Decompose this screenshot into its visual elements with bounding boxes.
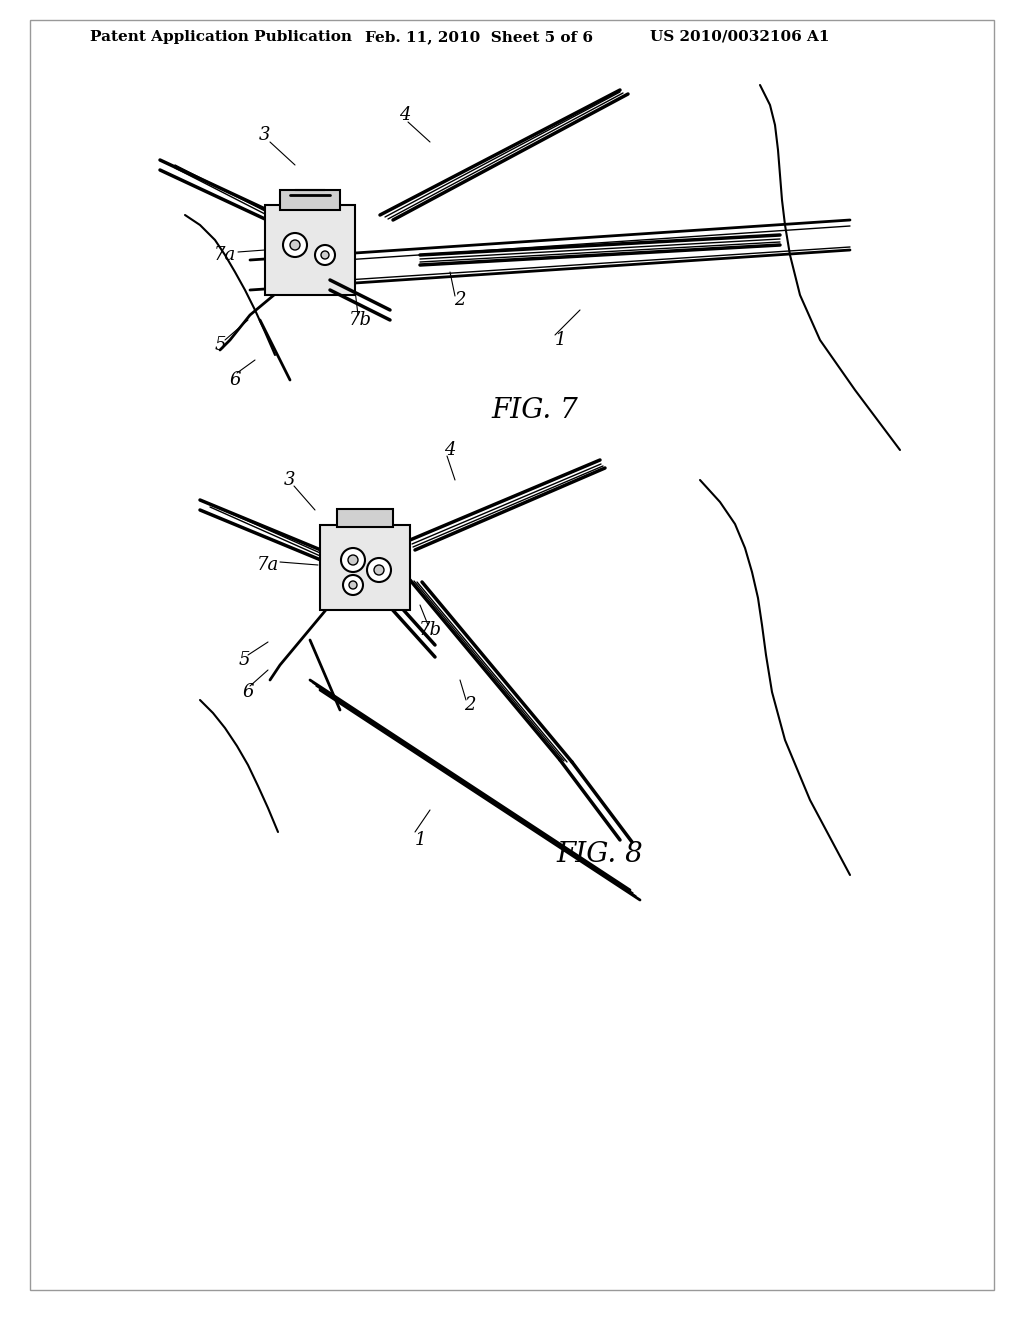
Circle shape — [349, 581, 357, 589]
Text: US 2010/0032106 A1: US 2010/0032106 A1 — [650, 30, 829, 44]
Circle shape — [290, 240, 300, 249]
Text: 7a: 7a — [257, 556, 280, 574]
Circle shape — [321, 251, 329, 259]
Text: 4: 4 — [444, 441, 456, 459]
Circle shape — [283, 234, 307, 257]
Text: 7b: 7b — [348, 312, 372, 329]
Circle shape — [315, 246, 335, 265]
Circle shape — [343, 576, 362, 595]
Text: Patent Application Publication: Patent Application Publication — [90, 30, 352, 44]
Text: Feb. 11, 2010  Sheet 5 of 6: Feb. 11, 2010 Sheet 5 of 6 — [365, 30, 593, 44]
Text: 6: 6 — [243, 682, 254, 701]
Bar — [319, 525, 410, 610]
Text: 5: 5 — [239, 651, 250, 669]
Text: 7b: 7b — [419, 620, 441, 639]
Circle shape — [348, 554, 358, 565]
Bar — [337, 510, 393, 527]
Text: 3: 3 — [259, 125, 270, 144]
Circle shape — [374, 565, 384, 576]
Text: 1: 1 — [415, 832, 426, 849]
Circle shape — [367, 558, 391, 582]
Text: 2: 2 — [464, 696, 476, 714]
Text: 7a: 7a — [214, 246, 237, 264]
Text: 3: 3 — [285, 471, 296, 488]
Text: FIG. 7: FIG. 7 — [492, 396, 579, 424]
Text: 6: 6 — [229, 371, 241, 389]
Text: FIG. 8: FIG. 8 — [557, 842, 643, 869]
Bar — [280, 190, 340, 210]
Circle shape — [341, 548, 365, 572]
Text: 4: 4 — [399, 106, 411, 124]
Bar — [265, 205, 355, 294]
Text: 2: 2 — [455, 290, 466, 309]
Text: 5: 5 — [214, 337, 225, 354]
Text: 1: 1 — [554, 331, 565, 348]
